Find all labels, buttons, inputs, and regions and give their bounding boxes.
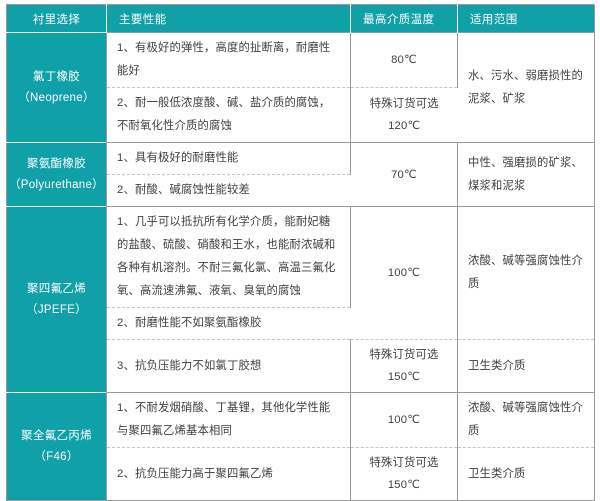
temperature-cell: 70℃ [350,142,458,207]
temperature-cell: 特殊订货可选 120℃ [350,87,458,143]
material-name-cn: 聚四氟乙烯 [27,282,86,295]
table-row: 聚四氟乙烯 （JPEFE） 1、几乎可以抵抗所有化学介质，能耐妃糖的盐酸、硫酸、… [6,206,595,393]
column-header-scope: 适用范围 [470,13,518,26]
property-cell: 2、抗负压能力高于聚四氟乙烯 [106,447,351,501]
temperature-cell: 100℃ [350,392,458,448]
property-cell: 1、有极好的弹性，高度的扯断离，耐磨性能好 [106,32,351,88]
temperature-value: 150℃ [387,371,421,383]
column-header-max-temp: 最高介质温度 [350,4,458,33]
table-header: 衬里选择 主要性能 最高介质温度 适用范围 [6,4,595,33]
property-cell: 2、耐一般低浓度酸、碱、盐介质的腐蚀，不耐氧化性介质的腐蚀 [106,87,351,143]
temperature-note: 特殊订货可选 [369,457,439,469]
temperature-value: 120℃ [388,120,421,132]
property-cell: 1、具有极好的耐磨性能 [106,142,351,175]
material-cell-jpefe: 聚四氟乙烯 （JPEFE） [6,206,107,393]
material-name-cn: 氯丁橡胶 [32,70,81,83]
material-name-en: （Neoprene） [18,91,95,104]
column-header-material: 衬里选择 [6,4,107,33]
temperature-cell: 80℃ [350,32,458,88]
material-cell-neoprene: 氯丁橡胶 （Neoprene） [6,32,107,143]
table-body: 氯丁橡胶 （Neoprene） 1、有极好的弹性，高度的扯断离，耐磨性能好 80… [6,32,595,501]
scope-cell: 浓酸、碱等强腐蚀性介质 [457,206,595,340]
scope-cell: 卫生类介质 [457,447,595,501]
property-cell: 1、不耐发烟硝酸、丁基锂，其他化学性能与聚四氟乙烯基本相同 [106,392,351,448]
temperature-note: 特殊订货可选 [369,349,439,361]
table-row: 2、耐酸、碱腐蚀性能较差 [7,174,595,207]
material-name-en: （F46） [34,450,79,463]
temperature-value: 100℃ [387,414,421,426]
material-cell-f46: 聚全氟乙丙烯 （F46） [6,392,107,501]
temperature-note: 特殊订货可选 [369,98,439,110]
material-name-en: （Polyurethane） [9,178,104,191]
property-cell: 2、耐磨性能不如聚氨酯橡胶 [106,307,351,340]
temperature-cell: 特殊订货可选 150℃ [350,339,458,393]
temperature-value: 80℃ [391,54,417,66]
temperature-cell: 100℃ [350,206,458,340]
scope-cell: 水、污水、弱磨损性的泥浆、矿浆 [457,32,595,143]
table-row: 2、耐一般低浓度酸、碱、盐介质的腐蚀，不耐氧化性介质的腐蚀 特殊订货可选 120… [7,87,595,143]
table-row: 聚全氟乙丙烯 （F46） 1、不耐发烟硝酸、丁基锂，其他化学性能与聚四氟乙烯基本… [6,392,595,501]
property-cell: 3、抗负压能力不如氯丁胶想 [106,339,351,393]
temperature-cell: 特殊订货可选 150℃ [350,447,458,501]
header-row: 衬里选择 主要性能 最高介质温度 适用范围 [6,4,595,33]
property-cell: 1、几乎可以抵抗所有化学介质，能耐妃糖的盐酸、硫酸、硝酸和王水，也能耐浓碱和各种… [106,206,351,308]
lining-selection-table: 衬里选择 主要性能 最高介质温度 适用范围 氯丁橡胶 （Neoprene） 1、… [6,4,595,501]
column-header-properties: 主要性能 [106,4,351,33]
material-name-cn: 聚氨酯橡胶 [27,157,86,170]
table-row: 聚氨酯橡胶 （Polyurethane） 1、具有极好的耐磨性能 70℃ 中性、… [6,142,595,207]
property-cell: 2、耐酸、碱腐蚀性能较差 [106,174,351,207]
table-row: 氯丁橡胶 （Neoprene） 1、有极好的弹性，高度的扯断离，耐磨性能好 80… [6,32,595,143]
material-cell-polyurethane: 聚氨酯橡胶 （Polyurethane） [6,142,107,207]
table-row: 3、抗负压能力不如氯丁胶想 特殊订货可选 150℃ 卫生类介质 [7,339,595,393]
temperature-value: 150℃ [387,479,421,491]
scope-cell: 卫生类介质 [457,339,595,393]
scope-cell: 浓酸、碱等强腐蚀性介质 [457,392,595,448]
material-name-en: （JPEFE） [26,303,87,316]
table-row: 2、耐磨性能不如聚氨酯橡胶 [7,307,595,340]
material-name-cn: 聚全氟乙丙烯 [21,429,92,442]
scope-cell: 中性、强磨损的矿浆、煤浆和泥浆 [457,142,595,207]
